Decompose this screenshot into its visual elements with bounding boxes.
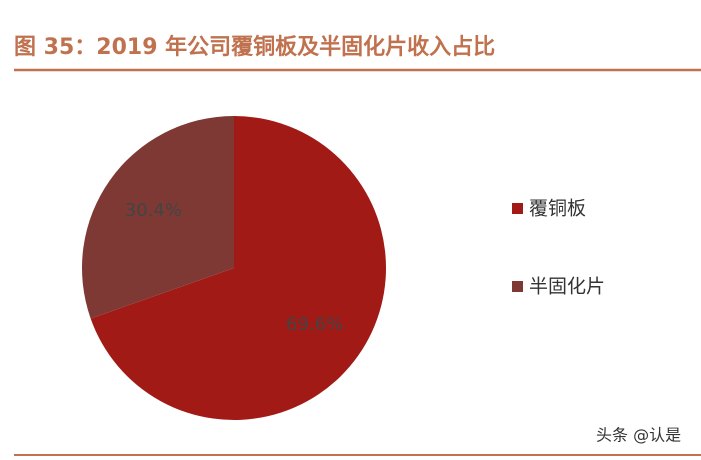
legend-label: 半固化片 xyxy=(529,276,605,298)
data-label: 69.6% xyxy=(286,314,343,335)
watermark: 头条 @认是 xyxy=(596,426,681,445)
chart-title: 图 35：2019 年公司覆铜板及半固化片收入占比 xyxy=(14,34,495,60)
legend-swatch xyxy=(512,281,523,292)
data-label: 30.4% xyxy=(125,200,182,221)
legend-swatch xyxy=(512,203,523,214)
pie-slice xyxy=(81,116,234,319)
legend-label: 覆铜板 xyxy=(529,198,586,220)
pie-slice xyxy=(90,116,386,420)
